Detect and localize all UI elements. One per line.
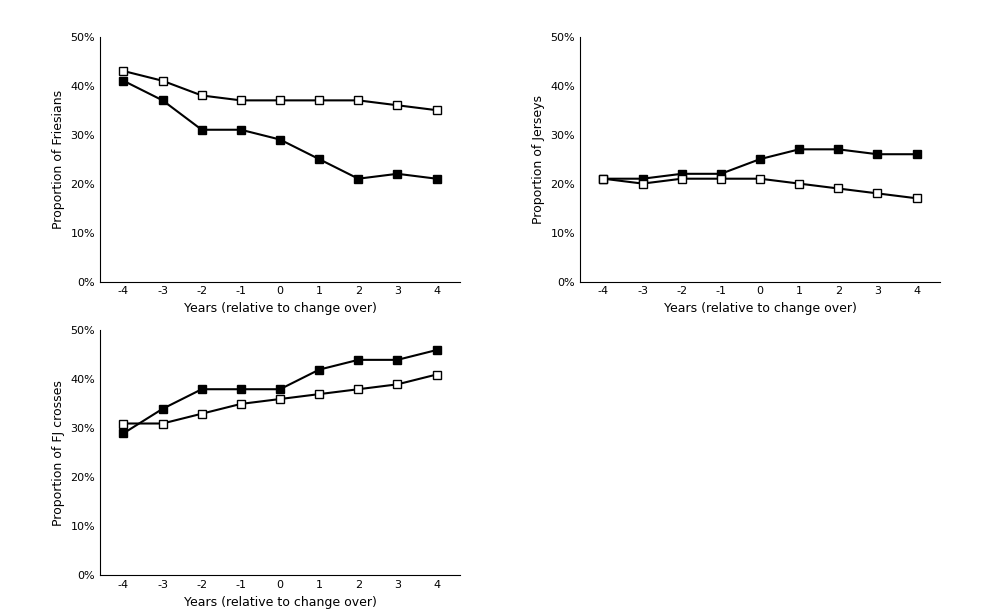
X-axis label: Years (relative to change over): Years (relative to change over) [184, 302, 376, 315]
Y-axis label: Proportion of FJ crosses: Proportion of FJ crosses [52, 380, 65, 526]
Y-axis label: Proportion of Jerseys: Proportion of Jerseys [532, 95, 545, 223]
Y-axis label: Proportion of Friesians: Proportion of Friesians [52, 89, 65, 229]
X-axis label: Years (relative to change over): Years (relative to change over) [184, 595, 376, 609]
X-axis label: Years (relative to change over): Years (relative to change over) [664, 302, 856, 315]
